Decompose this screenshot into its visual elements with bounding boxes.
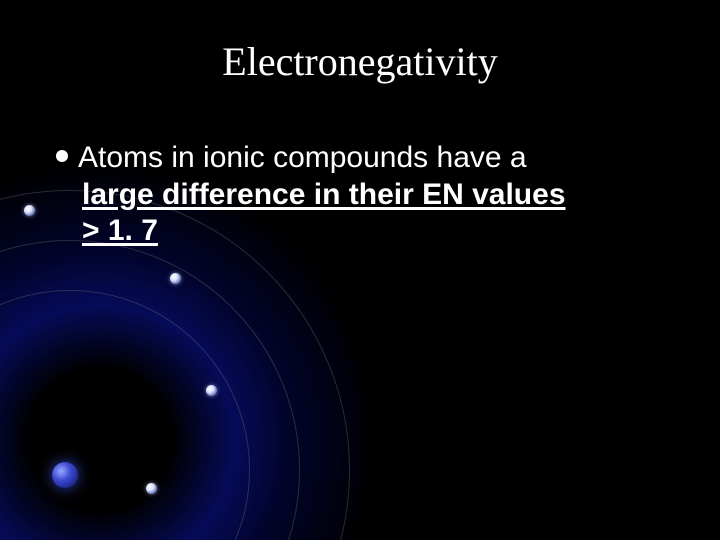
bullet-dot-icon	[56, 150, 68, 162]
bullet-line3-emphasis: > 1. 7	[82, 214, 158, 247]
slide-body: Atoms in ionic compounds have a large di…	[56, 140, 660, 250]
electron-icon	[24, 205, 35, 216]
electron-icon	[206, 385, 217, 396]
slide-title: Electronegativity	[0, 38, 720, 85]
orbit-inner	[0, 290, 250, 540]
bullet-item: Atoms in ionic compounds have a large di…	[56, 140, 660, 250]
electron-icon	[170, 273, 181, 284]
bullet-line1: Atoms in ionic compounds have a	[78, 141, 527, 174]
slide: Electronegativity Atoms in ionic compoun…	[0, 0, 720, 540]
electron-icon	[146, 483, 157, 494]
bullet-line2-emphasis: large difference in their EN values	[82, 178, 566, 211]
orbit-middle	[0, 240, 300, 540]
atom-nucleus-icon	[52, 462, 78, 488]
